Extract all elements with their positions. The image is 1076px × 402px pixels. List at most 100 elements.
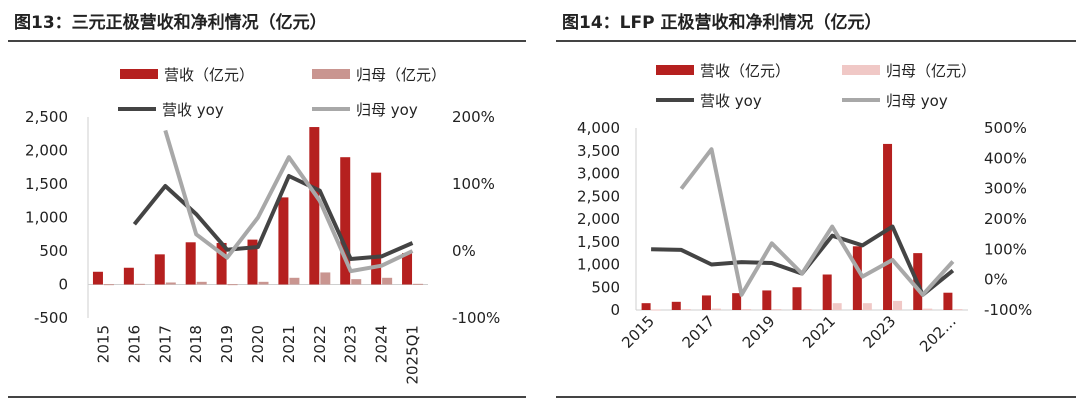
- revenue-bar: [671, 301, 681, 310]
- y-right-tick-label: 300%: [984, 180, 1027, 198]
- revenue-bar: [92, 271, 103, 285]
- bottom-divider: [556, 396, 1076, 398]
- right-chart-panel: 图14：LFP 正极营收和净利情况（亿元） 0 500 1,000 1,500 2,00…: [548, 0, 1076, 402]
- legend-label: 归母 yoy: [356, 101, 418, 119]
- revenue-bar: [883, 143, 893, 310]
- legend-label: 营收 yoy: [162, 101, 224, 119]
- left-chart-panel: 图13：三元正极营收和净利情况（亿元） -500 0 500 1,000 1,500 2,…: [0, 0, 526, 402]
- y-left-tick-label: 500: [591, 278, 620, 296]
- y-right-tick-label: -100%: [452, 309, 500, 327]
- y-left-tick-label: 0: [58, 276, 68, 294]
- legend-swatch: [656, 65, 694, 75]
- profit-bar: [893, 300, 903, 310]
- revenue-bar: [732, 293, 742, 310]
- bottom-divider: [8, 396, 526, 398]
- x-tick-label: 2015: [94, 325, 112, 363]
- x-tick-label: 2025Q1: [404, 325, 422, 385]
- ternary-cathode-chart: -500 0 500 1,000 1,500 2,000 2,500 -100% 0% 100% 2…: [25, 66, 500, 385]
- y-left-tick-label: 500: [39, 242, 68, 260]
- profit-bar: [953, 309, 963, 311]
- y-right-tick-label: -100%: [984, 301, 1032, 319]
- legend-swatch: [842, 65, 880, 75]
- x-tick-label: 2017: [156, 325, 174, 363]
- profit-bar: [923, 308, 933, 310]
- profit-bar: [196, 281, 207, 285]
- y-left-tick-label: 2,000: [25, 142, 68, 160]
- y-left-tick-label: 3,000: [577, 165, 620, 183]
- y-right-tick-label: 500%: [984, 119, 1027, 137]
- x-tick-label: 2016: [125, 325, 143, 363]
- x-tick-label: 2019: [218, 325, 236, 363]
- profit-bar: [289, 277, 300, 285]
- legend-label: 归母 yoy: [886, 92, 948, 110]
- revenue-bar: [185, 242, 196, 285]
- profit-yoy-line: [163, 129, 414, 274]
- revenue-bar: [792, 287, 802, 310]
- profit-bar: [413, 283, 424, 285]
- profit-bar: [742, 309, 752, 311]
- y-right-tick-label: 0%: [984, 271, 1008, 289]
- y-left-tick-label: 1,500: [577, 233, 620, 251]
- profit-bar: [320, 272, 331, 285]
- x-tick-label: 2017: [679, 312, 719, 352]
- title-divider: [556, 40, 1076, 42]
- revenue-bar: [123, 267, 134, 285]
- x-tick-label: 2021: [799, 312, 839, 352]
- x-tick-label: 2023: [342, 325, 360, 363]
- y-left-tick-label: 1,000: [25, 209, 68, 227]
- y-left-tick-label: 0: [610, 301, 620, 319]
- y-left-tick-label: -500: [34, 309, 68, 327]
- x-tick-label: 2021: [280, 325, 298, 363]
- legend-label: 营收（亿元）: [164, 66, 254, 84]
- y-left-tick-label: 1,500: [25, 175, 68, 193]
- y-right-tick-label: 400%: [984, 149, 1027, 167]
- profit-bar: [134, 283, 145, 285]
- revenue-yoy-line: [651, 224, 955, 297]
- y-left-tick-label: 4,000: [577, 119, 620, 137]
- x-tick-label: 2015: [618, 312, 658, 352]
- legend-swatch: [312, 69, 350, 79]
- y-right-tick-label: 200%: [984, 210, 1027, 228]
- revenue-bar: [340, 157, 351, 285]
- y-left-tick-label: 2,000: [577, 210, 620, 228]
- revenue-bar: [278, 197, 289, 285]
- y-right-tick-label: 100%: [452, 175, 495, 193]
- chart-title: 图14：LFP 正极营收和净利情况（亿元）: [562, 13, 882, 33]
- y-left-tick-label: 1,000: [577, 256, 620, 274]
- profit-bar: [227, 284, 238, 286]
- legend-label: 营收 yoy: [700, 92, 762, 110]
- x-tick-label: 202…: [916, 312, 960, 356]
- y-right-tick-label: 0%: [452, 242, 476, 260]
- revenue-bar: [762, 290, 772, 310]
- revenue-bar: [309, 127, 320, 285]
- profit-bar: [103, 284, 114, 286]
- legend-label: 归母（亿元）: [356, 66, 446, 84]
- x-tick-label: 2020: [249, 325, 267, 363]
- legend-label: 营收（亿元）: [700, 62, 790, 80]
- x-tick-label: 2019: [739, 312, 779, 352]
- x-tick-label: 2018: [187, 325, 205, 363]
- profit-bar: [772, 309, 782, 311]
- revenue-bar: [371, 172, 382, 285]
- profit-bar: [832, 303, 842, 310]
- title-divider: [8, 40, 526, 42]
- profit-yoy-line: [679, 147, 955, 297]
- profit-bar: [681, 309, 691, 311]
- x-tick-label: 2022: [311, 325, 329, 363]
- legend-swatch: [120, 69, 158, 79]
- revenue-bar: [822, 274, 832, 310]
- profit-bar: [165, 282, 176, 285]
- revenue-bar: [701, 295, 711, 310]
- revenue-bar: [852, 246, 862, 310]
- chart-title: 图13：三元正极营收和净利情况（亿元）: [14, 13, 327, 33]
- profit-bar: [651, 309, 661, 311]
- revenue-bar: [247, 239, 258, 285]
- y-right-tick-label: 200%: [452, 108, 495, 126]
- revenue-bar: [154, 254, 165, 285]
- legend-label: 归母（亿元）: [886, 62, 976, 80]
- y-right-tick-label: 100%: [984, 240, 1027, 258]
- profit-bar: [711, 308, 721, 310]
- x-tick-label: 2024: [373, 325, 391, 363]
- profit-bar: [382, 277, 393, 285]
- revenue-bar: [402, 253, 413, 285]
